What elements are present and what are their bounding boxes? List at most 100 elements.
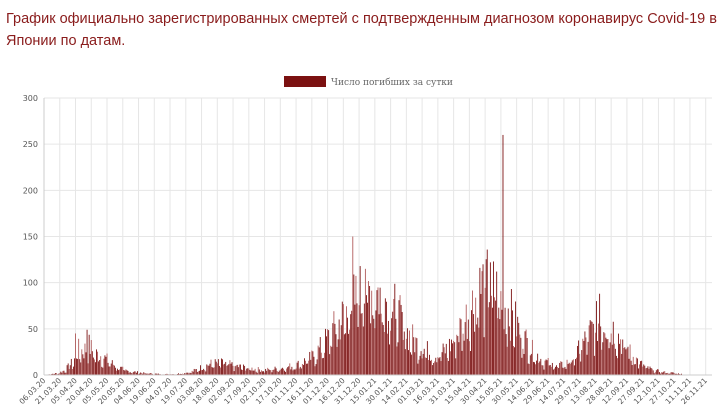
bar [396,346,398,375]
bar [467,319,469,375]
bar [309,351,311,375]
bar [326,336,327,375]
bar [341,301,343,375]
bar [675,373,677,375]
bar [448,338,450,375]
bar [662,372,664,375]
bar [196,371,198,375]
bar [416,338,418,375]
bars-layer [46,134,682,375]
bar [488,302,490,375]
bar [218,366,220,375]
bar [547,357,549,375]
bar [156,373,158,375]
bar [426,341,428,375]
bar [288,366,290,375]
legend[interactable]: Число погибших за сутки [284,76,453,88]
bar [589,320,591,375]
bar [296,362,298,375]
bar [249,369,251,375]
bar [122,366,124,375]
bar [263,371,264,375]
bar [334,323,336,375]
bar [207,365,209,375]
bar [421,358,423,375]
y-tick-label: 150 [23,233,38,242]
bar [590,321,592,375]
bar [651,368,653,375]
bar [579,353,581,375]
bar [495,300,497,375]
bar [344,333,346,375]
bar [567,364,569,375]
bar [232,365,234,375]
bar [250,370,252,375]
bar [490,295,492,375]
bar [539,361,541,375]
bar [290,369,292,375]
bar [335,334,337,375]
bar [299,366,301,375]
bar [106,353,108,375]
bar [423,348,425,375]
bar [381,322,383,375]
bar [431,359,433,375]
bar [475,297,477,375]
bar [496,271,498,375]
bar [526,338,528,375]
bar [459,317,461,375]
bar [583,341,585,375]
bar [87,363,89,375]
bar [473,314,475,375]
bar [636,358,638,375]
bar [646,367,648,375]
bar [534,362,535,375]
bar [506,346,508,375]
bar [670,372,672,375]
bar [643,364,645,375]
bar [97,351,99,375]
bar [406,328,408,375]
bar [661,372,663,375]
bar [295,368,297,375]
bar [509,340,511,375]
bar [524,331,526,375]
bar [182,373,184,375]
bar [217,359,219,375]
bar [301,363,303,375]
bar [435,357,437,375]
bar [300,368,302,375]
bar [252,370,254,375]
bar [116,370,117,375]
bar [557,367,559,375]
bar [382,324,384,375]
bar [424,357,426,375]
bar [445,343,447,375]
bar [563,368,565,375]
bar [457,336,459,375]
bar [427,360,429,375]
bar [648,368,650,375]
bar [577,345,579,375]
bar [272,369,274,375]
bar [110,363,112,375]
bar [400,304,402,375]
bar [663,371,665,375]
bar [571,360,573,375]
bar [77,358,79,375]
bar [118,370,120,375]
bar [500,291,502,375]
bar [239,364,241,375]
bar [399,295,401,375]
bar [486,249,488,375]
bar [322,357,324,375]
bar [286,368,288,375]
bar [674,373,676,375]
bar [587,341,589,375]
bar [273,369,275,375]
bar [291,366,293,375]
bar [99,360,101,375]
bar [452,343,454,375]
bar [480,293,482,375]
bar [584,331,586,375]
